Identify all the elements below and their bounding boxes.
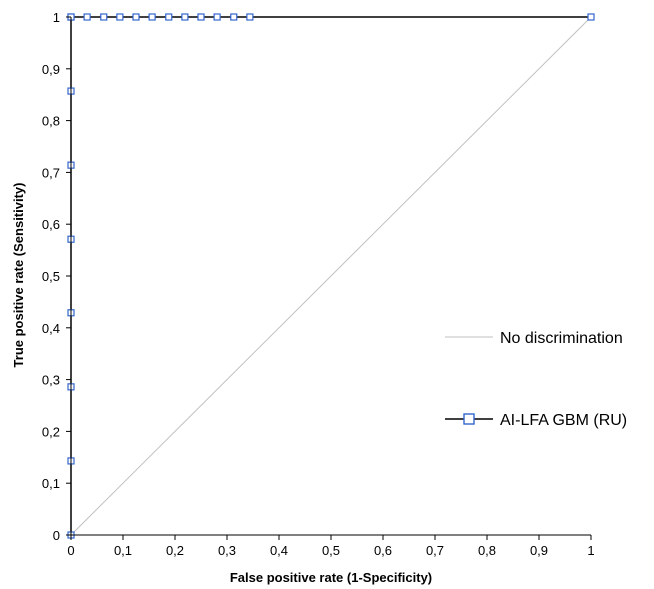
x-tick-label: 0,1	[114, 543, 132, 558]
y-tick-label: 0,1	[42, 476, 60, 491]
x-tick-label: 0,4	[270, 543, 288, 558]
data-point	[83, 13, 91, 21]
y-tick-label: 0,8	[42, 114, 60, 129]
data-point	[230, 13, 238, 21]
legend-label-no-discrimination: No discrimination	[500, 330, 623, 347]
y-tick-label: 0,2	[42, 424, 60, 439]
y-tick-label: 0	[53, 528, 60, 543]
y-tick-label: 0,3	[42, 373, 60, 388]
x-tick-label: 0,8	[478, 543, 496, 558]
y-tick-label: 0,7	[42, 165, 60, 180]
x-tick-label: 0,2	[166, 543, 184, 558]
data-point	[213, 13, 221, 21]
x-tick-label: 0,5	[322, 543, 340, 558]
y-tick-label: 0,4	[42, 321, 60, 336]
x-axis-title: False positive rate (1-Specificity)	[230, 570, 432, 585]
x-tick-label: 1	[587, 543, 594, 558]
data-point	[100, 13, 108, 21]
x-tick-label: 0,9	[530, 543, 548, 558]
data-point	[246, 13, 254, 21]
plot-area	[67, 13, 595, 539]
data-point	[116, 13, 124, 21]
data-point	[587, 13, 595, 21]
legend-marker-ai-lfa-gbm	[463, 413, 475, 425]
legend-label-ai-lfa-gbm: AI-LFA GBM (RU)	[500, 412, 627, 429]
x-tick-label: 0,7	[426, 543, 444, 558]
data-point	[197, 13, 205, 21]
data-point	[181, 13, 189, 21]
legend: No discrimination AI-LFA GBM (RU)	[445, 330, 627, 429]
data-point	[132, 13, 140, 21]
data-point	[148, 13, 156, 21]
y-tick-label: 0,6	[42, 217, 60, 232]
y-axis-title: True positive rate (Sensitivity)	[11, 183, 26, 368]
y-tick-label: 0,5	[42, 269, 60, 284]
y-tick-label: 0,9	[42, 62, 60, 77]
x-tick-label: 0,3	[218, 543, 236, 558]
series-line-no-discrimination	[70, 16, 592, 536]
x-tick-label: 0,6	[374, 543, 392, 558]
y-tick-label: 1	[53, 10, 60, 25]
x-tick-label: 0	[67, 543, 74, 558]
data-point	[165, 13, 173, 21]
axes: 0 0,1 0,2 0,3 0,4 0,5 0,6 0,7 0,8 0,9 1 0 0,1 0,2 0,3 0…	[42, 10, 595, 558]
